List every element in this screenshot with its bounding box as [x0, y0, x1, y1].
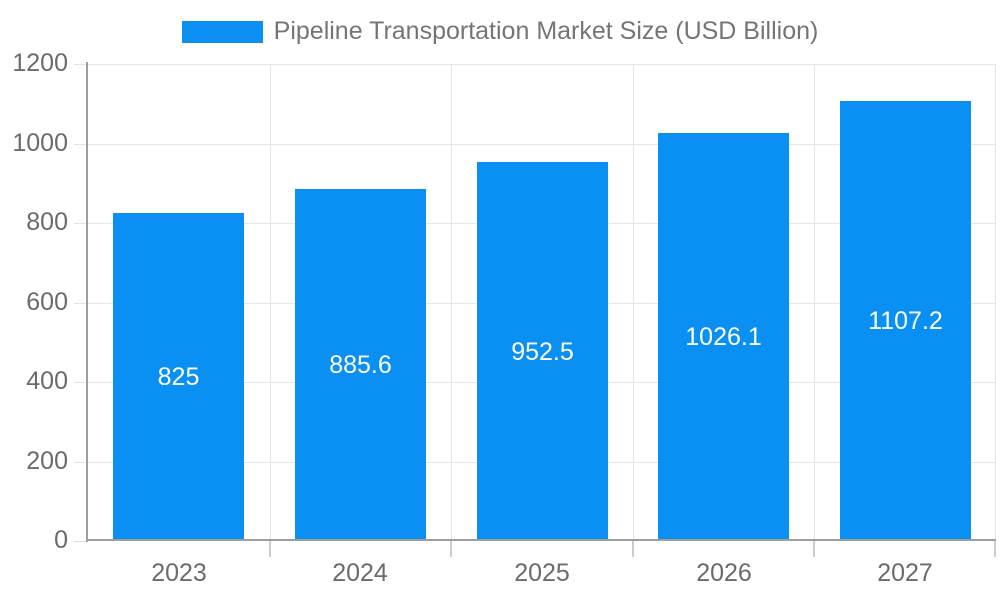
bar-value-label: 1026.1	[685, 323, 762, 351]
bar[interactable]	[113, 213, 244, 541]
x-axis-label: 2027	[877, 559, 933, 587]
x-axis-label: 2026	[696, 559, 752, 587]
gridline	[633, 64, 634, 541]
x-axis-tick	[450, 541, 452, 557]
x-axis-line	[86, 539, 996, 541]
gridline	[995, 64, 996, 541]
chart-legend[interactable]: Pipeline Transportation Market Size (USD…	[0, 17, 1000, 45]
y-axis-tick	[74, 541, 87, 542]
gridline	[88, 144, 996, 145]
x-axis-tick	[994, 541, 996, 557]
bar-value-label: 1107.2	[868, 307, 943, 335]
y-axis-label: 200	[26, 447, 68, 475]
x-axis-label: 2025	[514, 559, 570, 587]
legend-label: Pipeline Transportation Market Size (USD…	[273, 17, 819, 45]
gridline	[451, 64, 452, 541]
y-axis-tick	[74, 303, 87, 304]
bar[interactable]	[840, 101, 971, 541]
y-axis-tick	[74, 144, 87, 145]
bar-value-label: 825	[157, 363, 200, 391]
plot-area: 825 885.6 952.5 1026.1 1107.2	[88, 64, 996, 541]
x-axis-tick	[813, 541, 815, 557]
y-axis-tick	[74, 64, 87, 65]
bar-value-label: 952.5	[511, 338, 574, 366]
gridline	[270, 64, 271, 541]
legend-swatch-icon	[181, 20, 263, 43]
bar[interactable]	[477, 162, 608, 541]
y-axis-label: 400	[26, 367, 68, 395]
bar-value-label: 885.6	[329, 351, 392, 379]
y-axis-label: 800	[26, 208, 68, 236]
y-axis-tick	[74, 382, 87, 383]
bar[interactable]	[658, 133, 789, 541]
y-axis-tick	[74, 223, 87, 224]
gridline	[814, 64, 815, 541]
x-axis-tick	[632, 541, 634, 557]
y-axis-line	[86, 62, 88, 542]
x-axis-label: 2023	[151, 559, 207, 587]
y-axis-label: 600	[26, 288, 68, 316]
x-axis-tick	[269, 541, 271, 557]
x-axis-label: 2024	[332, 559, 388, 587]
y-axis-tick	[74, 462, 87, 463]
y-axis-label: 1000	[12, 129, 68, 157]
gridline	[88, 64, 996, 65]
y-axis-label: 1200	[12, 49, 68, 77]
y-axis-label: 0	[54, 526, 68, 554]
bar[interactable]	[295, 189, 426, 541]
